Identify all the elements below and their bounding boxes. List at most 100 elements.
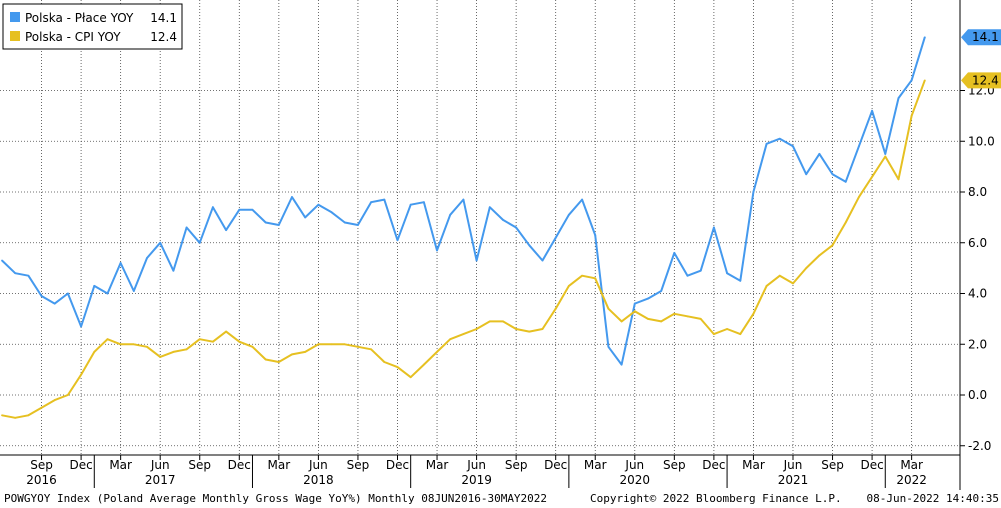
data-point-0 (620, 363, 623, 366)
data-point-0 (792, 145, 794, 148)
x-tick-label-month: Jun (466, 458, 486, 472)
data-point-1 (80, 373, 82, 376)
data-point-1 (778, 274, 781, 277)
x-tick-label-month: Dec (386, 458, 409, 472)
x-tick-label-month: Mar (268, 458, 291, 472)
data-point-0 (449, 213, 452, 216)
y-tick-label: 0.0 (968, 388, 987, 402)
footer-copyright: Copyright© 2022 Bloomberg Finance L.P. (590, 492, 842, 505)
data-point-0 (752, 191, 755, 193)
data-point-1 (106, 338, 109, 341)
data-point-0 (27, 274, 30, 277)
data-point-1 (910, 114, 913, 117)
data-point-1 (27, 414, 30, 417)
data-point-0 (594, 234, 597, 237)
data-point-1 (291, 353, 293, 356)
data-point-1 (502, 320, 504, 323)
data-point-0 (554, 236, 557, 239)
data-point-0 (778, 137, 781, 140)
data-point-0 (607, 345, 610, 348)
data-point-0 (858, 145, 860, 148)
data-point-1 (660, 320, 663, 323)
data-point-0 (172, 269, 175, 272)
data-point-0 (409, 203, 412, 206)
data-point-1 (132, 343, 135, 346)
y-tick-label: 2.0 (968, 337, 987, 351)
data-point-1 (53, 399, 56, 401)
data-point-1 (699, 317, 702, 320)
data-point-1 (449, 338, 452, 341)
data-point-0 (1, 259, 3, 262)
data-point-1 (923, 79, 926, 82)
data-point-0 (422, 201, 425, 204)
y-tick-label: 10.0 (968, 134, 995, 148)
data-point-0 (106, 292, 109, 295)
data-point-0 (805, 173, 808, 176)
data-point-0 (502, 219, 504, 221)
data-point-1 (146, 345, 148, 348)
data-point-0 (739, 279, 742, 282)
x-tick-label-month: Dec (544, 458, 567, 472)
data-point-0 (119, 262, 122, 264)
data-point-0 (317, 203, 320, 206)
chart-footer: POWGYOY Index (Poland Average Monthly Gr… (0, 490, 1001, 508)
data-point-0 (185, 226, 188, 229)
y-tick-label: -2.0 (968, 439, 991, 453)
data-point-0 (132, 290, 135, 292)
data-point-1 (93, 350, 96, 353)
data-point-1 (172, 350, 175, 353)
data-point-1 (14, 416, 17, 419)
data-point-1 (159, 356, 162, 358)
data-point-1 (383, 361, 386, 363)
y-tick-label: 4.0 (968, 287, 987, 301)
data-point-0 (304, 216, 307, 219)
data-point-0 (370, 201, 373, 204)
data-point-0 (277, 224, 280, 226)
x-tick-label-year: 2017 (145, 473, 176, 487)
data-point-0 (383, 198, 386, 201)
data-point-1 (488, 320, 491, 323)
x-tick-label-month: Mar (742, 458, 765, 472)
value-badge-label-1: 12.4 (972, 73, 999, 87)
data-point-1 (752, 312, 755, 315)
data-point-1 (277, 361, 280, 363)
x-tick-label-year: 2022 (896, 473, 927, 487)
data-point-1 (198, 338, 201, 341)
data-point-1 (686, 315, 689, 318)
data-point-1 (818, 254, 821, 257)
data-point-1 (40, 406, 43, 409)
data-point-1 (212, 340, 214, 343)
data-point-0 (541, 259, 544, 262)
legend-swatch-cpi (10, 31, 20, 41)
x-tick-label-month: Sep (30, 458, 53, 472)
x-tick-label-year: 2021 (778, 473, 809, 487)
data-point-1 (765, 284, 768, 287)
data-point-0 (212, 206, 214, 209)
data-point-1 (330, 343, 333, 346)
data-point-1 (462, 333, 465, 335)
data-point-0 (14, 272, 17, 275)
data-point-1 (594, 277, 597, 280)
data-point-0 (251, 208, 254, 211)
data-point-0 (567, 213, 570, 216)
x-tick-label-month: Mar (426, 458, 449, 472)
data-point-1 (396, 366, 399, 368)
y-tick-label: 8.0 (968, 185, 987, 199)
data-point-1 (119, 343, 122, 346)
data-point-0 (910, 79, 913, 82)
data-point-0 (93, 284, 96, 287)
data-point-1 (251, 345, 254, 348)
data-point-1 (357, 345, 359, 348)
data-point-1 (515, 328, 518, 330)
legend-label-wages: Polska - Płace YOY (25, 11, 134, 25)
data-point-0 (462, 198, 465, 201)
data-point-0 (871, 109, 873, 112)
series-lines (1, 36, 926, 419)
data-point-1 (409, 376, 412, 379)
data-point-0 (146, 257, 148, 259)
x-tick-label-month: Sep (663, 458, 686, 472)
data-point-1 (633, 310, 636, 313)
data-point-1 (422, 363, 425, 366)
footer-timestamp: 08-Jun-2022 14:40:35 (866, 492, 999, 505)
data-point-0 (515, 226, 518, 229)
